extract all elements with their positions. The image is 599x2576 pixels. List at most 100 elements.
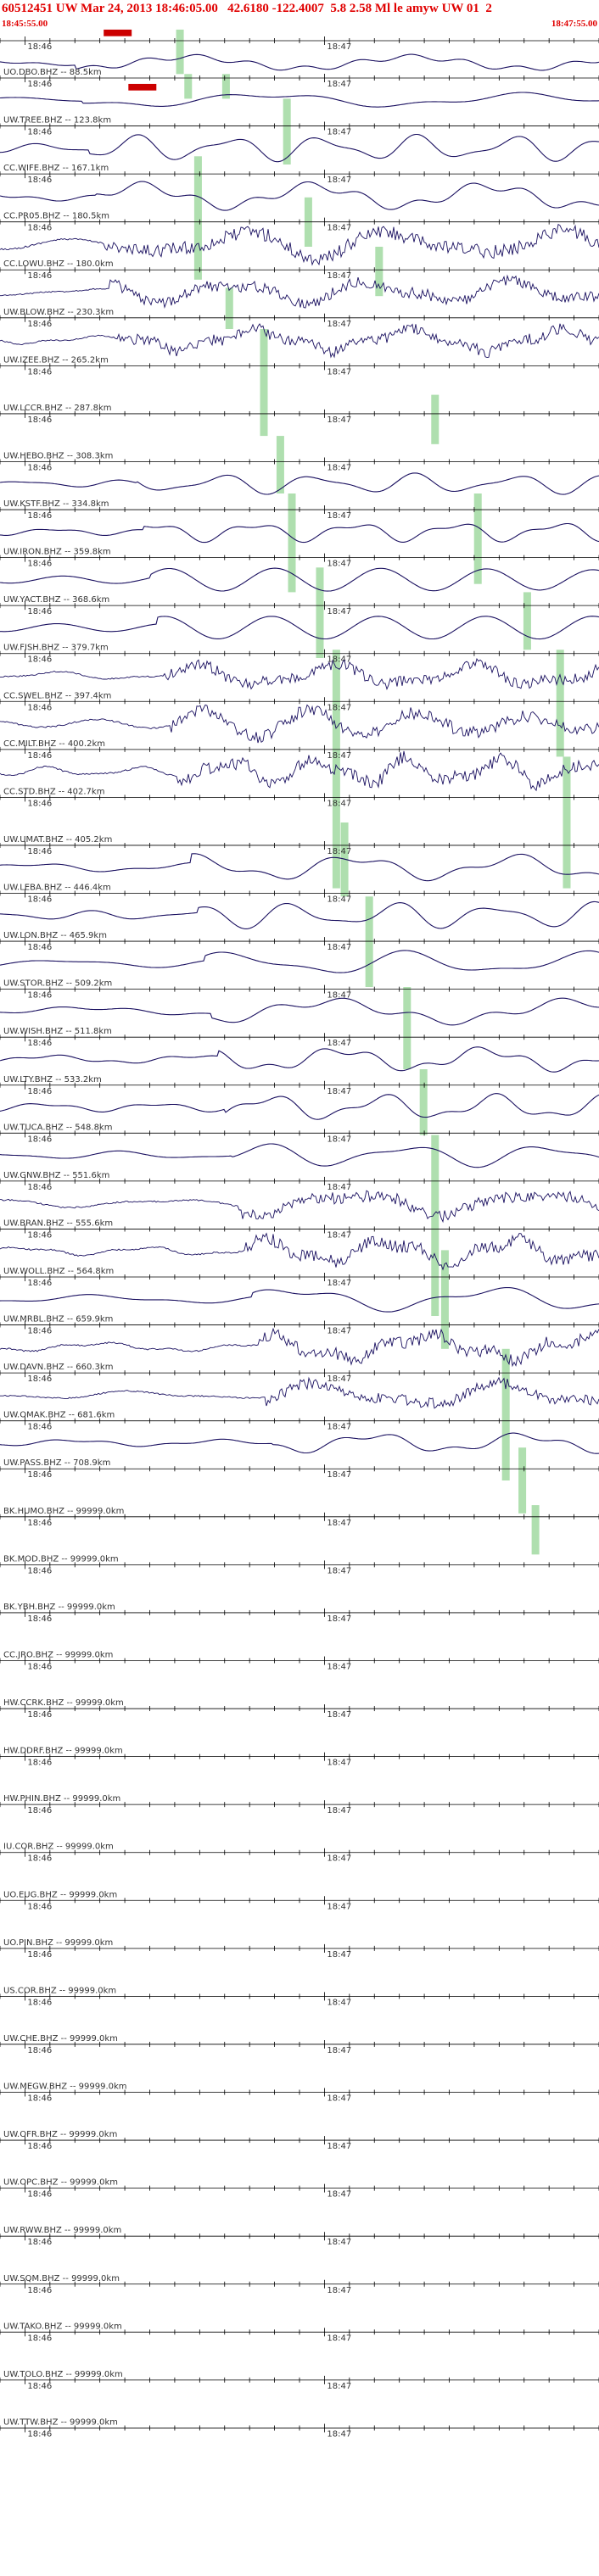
time-label: 18:47 [327, 1087, 351, 1096]
time-label: 18:47 [327, 1710, 351, 1720]
waveform [0, 1432, 599, 1454]
trace-band: UW.STOR.BHZ -- 509.2km 18:46 18:47 [0, 979, 599, 1026]
trace-band: UW.OFR.BHZ -- 99999.0km 18:46 18:47 [0, 2130, 599, 2151]
station-label: UW.LON.BHZ -- 465.9km [3, 931, 107, 940]
time-label: 18:46 [27, 1470, 52, 1480]
station-label: CC.LOWU.BHZ -- 180.0km [3, 259, 114, 269]
time-label: 18:47 [327, 1519, 351, 1528]
time-label: 18:47 [327, 847, 351, 856]
marker-box [128, 83, 157, 91]
pick-marker [501, 1348, 510, 1480]
time-label: 18:47 [327, 1614, 351, 1624]
waveform [0, 1046, 599, 1073]
station-label: UW.PASS.BHZ -- 708.9km [3, 1458, 110, 1468]
waveform [0, 657, 599, 690]
trace-band: UW.LTY.BHZ -- 533.2km 18:46 18:47 [0, 1075, 599, 1120]
time-label: 18:46 [27, 224, 52, 233]
station-label: UW.UMAT.BHZ -- 405.2km [3, 835, 112, 845]
pick-marker [283, 98, 291, 164]
trace-band: UW.IZEE.BHZ -- 265.2km 18:46 18:47 [0, 355, 599, 376]
trace-band: CC.WIFE.BHZ -- 167.1km 18:46 18:47 [0, 164, 599, 211]
pick-marker [531, 1505, 540, 1555]
station-label: CC.WIFE.BHZ -- 167.1km [3, 164, 109, 173]
station-label: UW.MEGW.BHZ -- 99999.0km [3, 2083, 127, 2092]
traces: 18:46 18:47 UO.DBO.BHZ -- 88.5km 18:46 18:47… [0, 36, 599, 2439]
waveform [0, 522, 599, 544]
start-time: 18:45:55.00 [2, 19, 48, 29]
time-label: 18:46 [27, 1519, 52, 1528]
pick-marker [276, 436, 284, 493]
waveform [0, 853, 599, 882]
time-label: 18:47 [327, 2094, 351, 2104]
time-label: 18:46 [27, 1279, 52, 1288]
time-label: 18:46 [27, 1759, 52, 1768]
time-label: 18:47 [327, 1135, 351, 1144]
time-label: 18:46 [27, 847, 52, 856]
trace-band: UW.TTW.BHZ -- 99999.0km 18:46 18:47 [0, 2417, 599, 2439]
station-label: UW.IRON.BHZ -- 359.8km [3, 548, 111, 557]
waveform [0, 616, 599, 640]
time-label: 18:46 [27, 1327, 52, 1336]
time-label: 18:47 [327, 2046, 351, 2055]
pick-marker [523, 592, 531, 650]
station-label: UW.IZEE.BHZ -- 265.2km [3, 355, 109, 365]
waveform [0, 323, 599, 359]
station-label: UW.TREE.BHZ -- 123.8km [3, 116, 111, 125]
waveform [0, 997, 599, 1026]
time-label: 18:46 [27, 1806, 52, 1815]
station-label: HW.DDRF.BHZ -- 99999.0km [3, 1747, 123, 1756]
trace-band: BK.YBH.BHZ -- 99999.0km 18:46 18:47 [0, 1603, 599, 1624]
waveform [0, 1190, 599, 1224]
station-label: CC.STD.BHZ -- 402.7km [3, 787, 104, 796]
marker-box [104, 29, 132, 36]
time-label: 18:47 [327, 42, 351, 52]
station-label: UW.GNW.BHZ -- 551.6km [3, 1171, 109, 1180]
time-label: 18:47 [327, 1039, 351, 1048]
waveform [0, 472, 599, 495]
station-label: UW.SQM.BHZ -- 99999.0km [3, 2274, 120, 2283]
trace-band: UW.DAVN.BHZ -- 660.3km 18:46 18:47 [0, 1363, 599, 1409]
trace-band: CC.MILT.BHZ -- 400.2km 18:46 18:47 [0, 739, 599, 792]
trace-band: UW.CHE.BHZ -- 99999.0km 18:46 18:47 [0, 2034, 599, 2055]
time-label: 18:47 [327, 1423, 351, 1432]
time-label: 18:47 [327, 2238, 351, 2247]
time-label: 18:46 [27, 1902, 52, 1911]
time-label: 18:46 [27, 42, 52, 52]
trace-band: UW.KSTF.BHZ -- 334.8km 18:46 18:47 [0, 499, 599, 544]
trace-band: UO.EUG.BHZ -- 99999.0km 18:46 18:47 [0, 1890, 599, 1911]
time-label: 18:47 [327, 271, 351, 281]
station-label: HW.CCRK.BHZ -- 99999.0km [3, 1698, 124, 1708]
time-label: 18:47 [327, 2142, 351, 2151]
trace-band: HW.PHIN.BHZ -- 99999.0km 18:46 18:47 [0, 1794, 599, 1815]
time-label: 18:46 [27, 2429, 52, 2439]
time-label: 18:47 [327, 128, 351, 137]
station-label: BK.YBH.BHZ -- 99999.0km [3, 1603, 115, 1612]
time-label: 18:47 [327, 1566, 351, 1575]
pick-marker [563, 756, 571, 889]
pick-marker [184, 74, 193, 99]
pick-marker [221, 74, 230, 99]
pick-marker [431, 394, 439, 444]
trace-band: UW.WOLL.BHZ -- 564.8km 18:46 18:47 [0, 1267, 599, 1313]
time-label: 18:47 [327, 1806, 351, 1815]
trace-band: HW.DDRF.BHZ -- 99999.0km 18:46 18:47 [0, 1747, 599, 1768]
trace-band: UW.TAKO.BHZ -- 99999.0km 18:46 18:47 [0, 2322, 599, 2343]
waveform [0, 1143, 599, 1168]
station-label: BK.MOD.BHZ -- 99999.0km [3, 1554, 119, 1564]
waveform [0, 1093, 599, 1120]
trace-band: UW.BRAN.BHZ -- 555.6km 18:46 18:47 [0, 1218, 599, 1271]
time-label: 18:46 [27, 128, 52, 137]
trace-band: UW.OPC.BHZ -- 99999.0km 18:46 18:47 [0, 2178, 599, 2200]
station-label: UW.BLOW.BHZ -- 230.3km [3, 308, 114, 317]
pick-marker [518, 1447, 527, 1514]
trace-band: BK.HUMO.BHZ -- 99999.0km 18:46 18:47 [0, 1507, 599, 1528]
waveform [0, 750, 599, 792]
trace-band: BK.MOD.BHZ -- 99999.0km 18:46 18:47 [0, 1554, 599, 1575]
pick-marker [375, 247, 383, 297]
time-label: 18:46 [27, 991, 52, 1001]
time-label: 18:47 [327, 1374, 351, 1384]
time-label: 18:46 [27, 415, 52, 425]
trace-band: IU.COR.BHZ -- 99999.0km 18:46 18:47 [0, 1843, 599, 1864]
waveform [0, 1286, 599, 1313]
